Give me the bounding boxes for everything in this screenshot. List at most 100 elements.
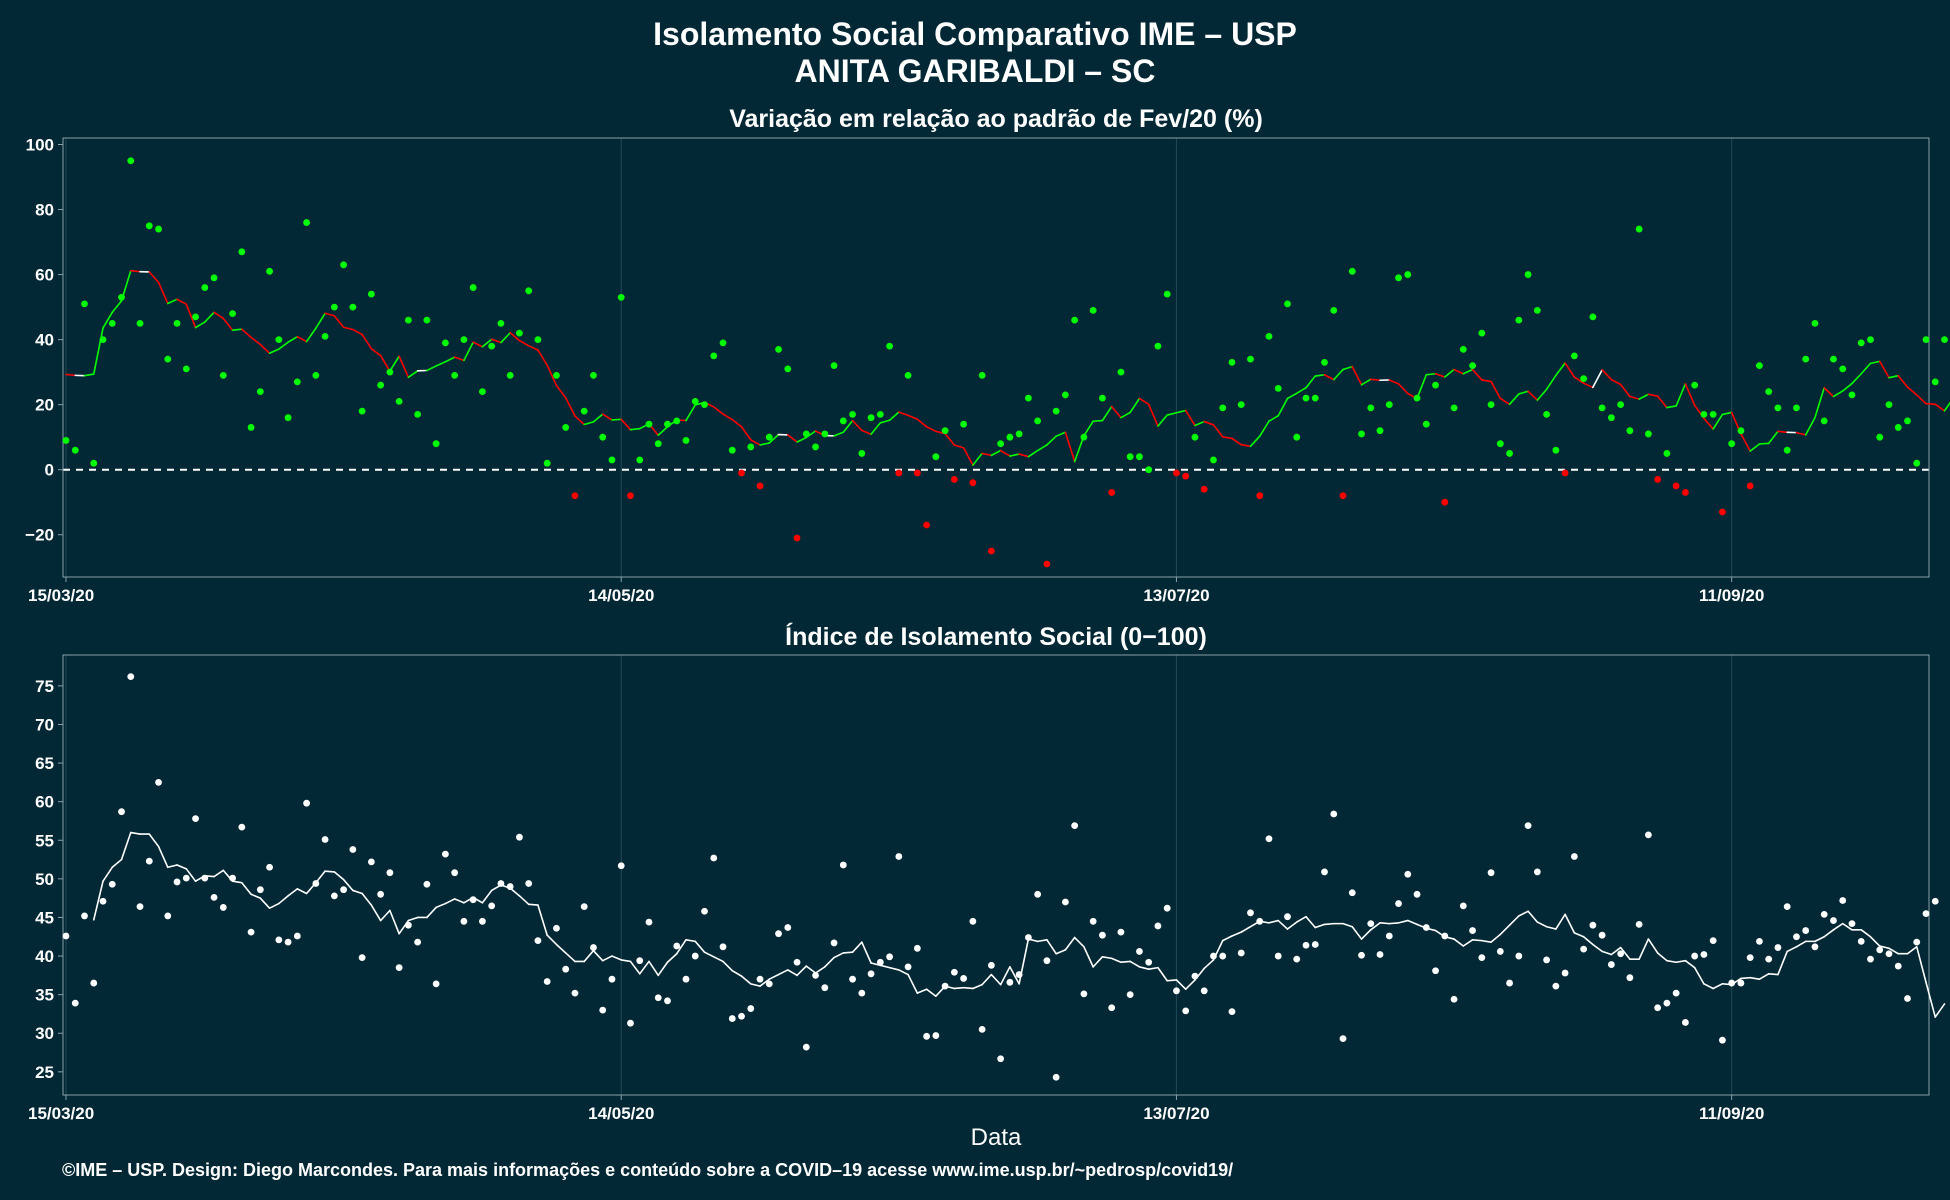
moving-average-segment	[537, 904, 548, 937]
moving-average-segment	[907, 973, 919, 994]
moving-average-segment	[1221, 935, 1233, 942]
moving-average-segment	[749, 438, 761, 446]
moving-average-segment	[1823, 386, 1835, 398]
data-point	[1339, 492, 1347, 500]
moving-average-segment	[407, 370, 419, 379]
data-point	[469, 896, 477, 904]
data-point	[904, 371, 912, 379]
moving-average-segment	[1712, 413, 1724, 430]
data-point	[1108, 489, 1116, 496]
moving-average-segment	[620, 959, 632, 963]
moving-average-segment	[379, 354, 391, 372]
moving-average-segment	[1934, 1003, 1946, 1018]
moving-average-segment	[1184, 979, 1196, 991]
data-point	[108, 880, 116, 888]
moving-average-segment	[648, 960, 660, 977]
moving-average-segment	[1157, 414, 1168, 427]
data-point	[1136, 453, 1143, 461]
data-point	[553, 371, 560, 379]
moving-average-segment	[731, 418, 743, 428]
moving-average-segment	[278, 341, 289, 350]
moving-average-segment	[796, 436, 808, 443]
data-point	[1219, 404, 1227, 412]
moving-average-segment	[444, 356, 456, 363]
moving-average-segment	[1767, 430, 1779, 445]
data-point	[1774, 944, 1782, 951]
moving-average-segment	[953, 986, 965, 990]
moving-average-segment	[83, 373, 95, 377]
moving-average-segment	[379, 909, 391, 922]
data-point	[1052, 1073, 1060, 1081]
data-point	[525, 880, 533, 887]
moving-average-segment	[842, 951, 854, 954]
moving-average-segment	[1083, 945, 1094, 968]
moving-average-segment	[1036, 939, 1048, 943]
moving-average-segment	[592, 949, 604, 962]
data-point	[377, 890, 385, 898]
data-point	[229, 310, 236, 317]
moving-average-segment	[925, 988, 937, 997]
moving-average-segment	[1675, 959, 1687, 964]
moving-average-segment	[1499, 924, 1511, 936]
moving-average-segment	[1712, 983, 1724, 990]
moving-average-segment	[370, 904, 382, 922]
data-point	[1274, 384, 1282, 392]
data-point	[1367, 404, 1375, 412]
moving-average-segment	[1360, 929, 1372, 940]
variation-panel-title: Variação em relação ao padrão de Fev/20 …	[729, 105, 1263, 133]
data-point	[839, 861, 847, 869]
moving-average-segment	[111, 300, 123, 314]
data-point	[1635, 921, 1643, 928]
moving-average-segment	[1851, 372, 1863, 385]
moving-average-segment	[1740, 433, 1751, 452]
moving-average-segment	[435, 902, 447, 909]
moving-average-segment	[1619, 946, 1631, 960]
data-point	[219, 904, 227, 911]
moving-average-segment	[1869, 360, 1881, 365]
moving-average-segment	[1629, 395, 1640, 400]
moving-average-segment	[1878, 360, 1890, 379]
y-tick-label: 25	[35, 1063, 54, 1082]
data-point	[1043, 560, 1051, 568]
moving-average-segment	[231, 328, 243, 331]
data-point	[497, 880, 505, 887]
moving-average-segment	[1166, 979, 1178, 982]
moving-average-segment	[1092, 956, 1104, 968]
moving-average-segment	[1453, 938, 1465, 947]
data-point	[1746, 954, 1754, 961]
data-point	[1580, 945, 1588, 953]
data-point	[1024, 934, 1032, 941]
data-point	[479, 917, 486, 925]
moving-average-segment	[1555, 913, 1566, 930]
moving-average-segment	[1675, 383, 1687, 407]
moving-average-segment	[1601, 369, 1613, 381]
moving-average-segment	[287, 888, 299, 897]
data-point	[340, 886, 348, 894]
moving-average-segment	[1073, 936, 1085, 948]
data-point	[1506, 979, 1513, 987]
data-point	[173, 319, 181, 327]
moving-average-segment	[833, 431, 845, 437]
moving-average-segment	[287, 335, 299, 344]
data-point	[1348, 889, 1356, 897]
data-point	[1321, 868, 1328, 876]
data-point	[127, 673, 135, 681]
data-point	[1385, 401, 1393, 409]
data-point	[987, 961, 995, 969]
data-point	[1358, 430, 1365, 438]
data-point	[1339, 1035, 1347, 1043]
data-point	[118, 808, 125, 816]
data-point	[1237, 949, 1245, 957]
moving-average-segment	[222, 317, 234, 331]
data-point	[1311, 941, 1319, 948]
moving-average-segment	[1453, 368, 1465, 375]
data-point	[1543, 956, 1550, 964]
data-point	[1145, 958, 1153, 966]
moving-average-segment	[990, 973, 1002, 986]
moving-average-segment	[981, 973, 993, 986]
data-point	[923, 521, 930, 529]
moving-average-segment	[259, 897, 271, 909]
moving-average-segment	[1240, 925, 1252, 933]
data-point	[571, 492, 579, 500]
moving-average-segment	[786, 434, 798, 443]
